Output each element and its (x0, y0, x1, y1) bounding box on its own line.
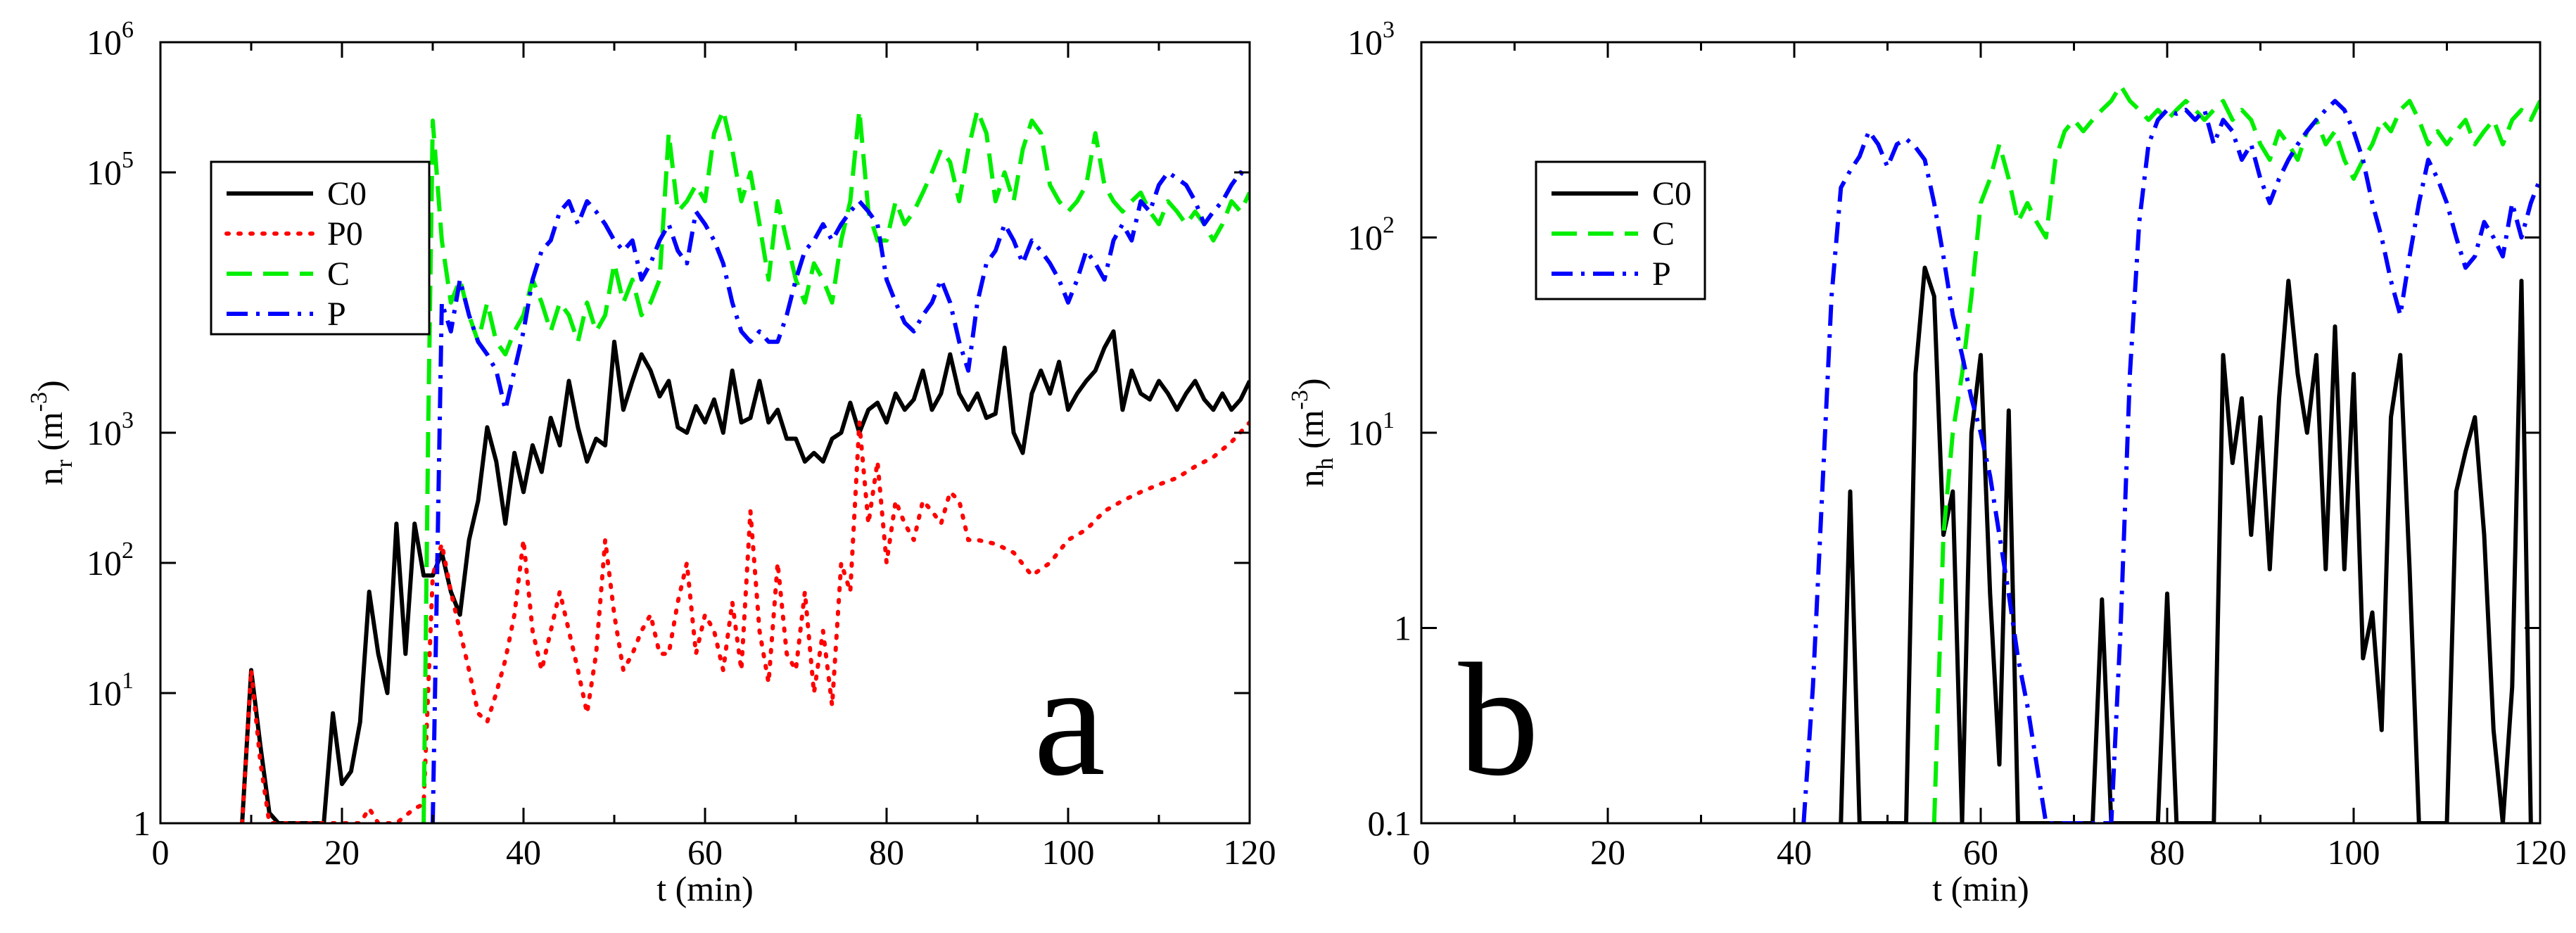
x-tick-label: 20 (324, 832, 360, 872)
legend-box (1535, 160, 1706, 300)
legend-label-c0: C0 (327, 175, 367, 212)
series-line-c (1931, 83, 2540, 823)
x-tick-label: 0 (152, 832, 170, 872)
y-tick-label: 103 (87, 407, 134, 452)
x-tick-label: 80 (869, 832, 904, 872)
y-axis-label: nr (m-3) (26, 380, 77, 485)
x-tick-label: 0 (1413, 832, 1430, 872)
y-tick-label: 102 (87, 538, 134, 583)
x-tick-label: 60 (687, 832, 723, 872)
x-tick-label: 100 (1042, 832, 1095, 872)
series-line-c (421, 108, 1250, 823)
legend-label-p: P (327, 296, 346, 333)
series-group (1801, 83, 2540, 823)
x-tick-label: 40 (1777, 832, 1812, 872)
series-group (240, 108, 1250, 823)
y-tick-label: 102 (1347, 212, 1395, 258)
x-axis-label: t (min) (1932, 869, 2029, 908)
x-axis-label: t (min) (656, 869, 753, 908)
legend-label-c: C (1652, 215, 1675, 253)
series-line-p (431, 170, 1250, 823)
legend-box (210, 160, 431, 336)
series-line-c0 (1839, 265, 2533, 823)
y-tick-label: 1 (1394, 609, 1411, 648)
x-tick-label: 20 (1590, 832, 1625, 872)
x-tick-label: 80 (2150, 832, 2185, 872)
x-tick-label: 100 (2328, 832, 2380, 872)
panel-a: 0 20 40 60 80 100 120 1 101 102 103 105 106 t (min) nr… (26, 17, 1276, 908)
y-tick-label: 0.1 (1368, 804, 1412, 843)
y-tick-label: 1 (133, 804, 151, 843)
y-axis-label: nh (m-3) (1287, 378, 1338, 487)
y-tick-label: 103 (1347, 17, 1395, 62)
panel-b: 0 20 40 60 80 100 120 0.1 1 101 102 103 t (min) nh (m… (1287, 17, 2567, 908)
legend-label-p: P (1652, 255, 1671, 293)
y-tick-label: 106 (87, 17, 134, 62)
series-line-p (1801, 99, 2540, 823)
panel-letter: b (1459, 630, 1540, 809)
y-tick-label: 101 (87, 668, 134, 713)
x-tick-label: 60 (1963, 832, 1998, 872)
legend-label-c: C (327, 255, 350, 293)
y-tick-label: 105 (87, 147, 134, 192)
x-tick-label: 40 (506, 832, 541, 872)
panel-letter: a (1034, 630, 1105, 809)
series-line-c0 (240, 329, 1250, 823)
legend-label-p0: P0 (327, 215, 363, 253)
legend-label-c0: C0 (1652, 175, 1692, 212)
x-tick-label: 120 (1224, 832, 1276, 872)
y-tick-label: 101 (1347, 407, 1395, 452)
series-line-p0 (240, 420, 1250, 823)
x-tick-label: 120 (2514, 832, 2567, 872)
